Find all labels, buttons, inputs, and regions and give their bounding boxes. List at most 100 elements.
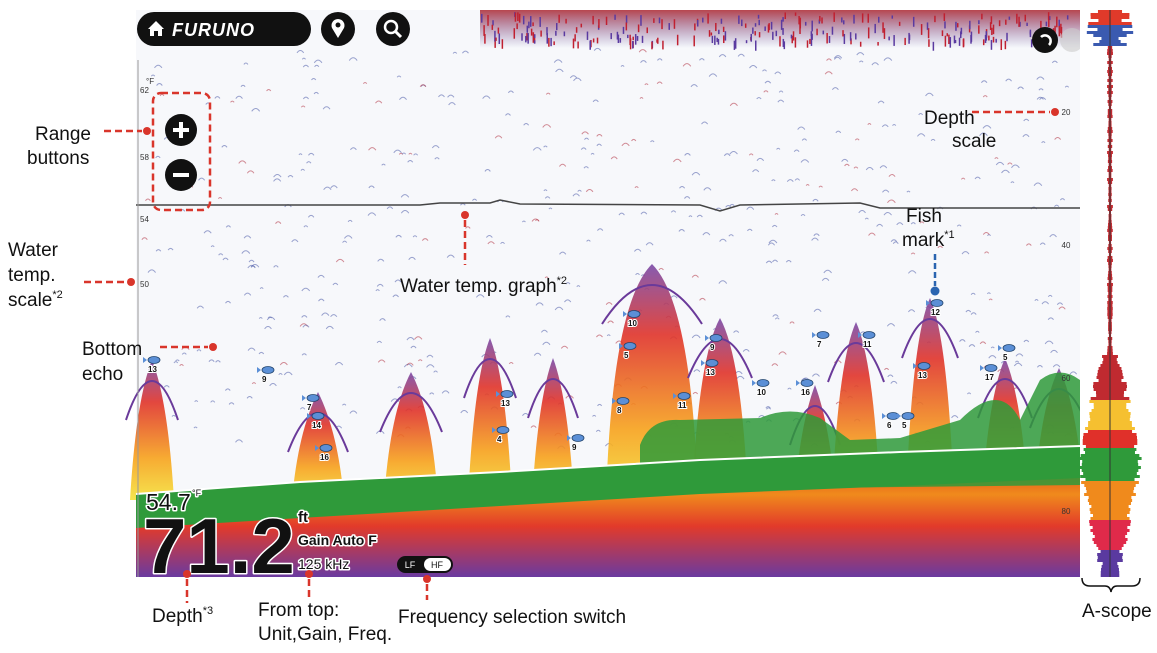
noise-speck [155,249,162,252]
noise-speck [569,75,578,79]
fish-tail [752,380,756,386]
callout-range: Range [35,124,91,145]
search-icon [383,19,399,35]
noise-speck [576,285,581,288]
noise-speck [173,361,179,364]
fish-icon [319,444,333,452]
fish-label: 12 [931,308,940,317]
noise-speck [1026,243,1032,246]
noise-speck [259,287,264,290]
temp-scale-label: 58 [140,153,149,162]
noise-speck [787,387,792,390]
noise-speck [300,105,306,108]
noise-speck [583,166,589,169]
noise-speck [967,392,972,395]
noise-speck [400,210,410,214]
noise-speck [645,242,654,246]
noise-speck [979,341,987,345]
noise-speck [692,391,699,395]
noise-speck [565,282,571,285]
noise-speck [868,232,876,236]
fish-icon [500,390,514,398]
noise-speck [145,198,151,201]
noise-speck [585,188,594,193]
noise-speck [882,189,890,193]
noise-speck [210,400,216,403]
callout-text: Water temp. graph [400,276,557,297]
noise-speck [1069,371,1078,375]
noise-speck [540,329,548,333]
noise-speck [429,392,435,395]
leader-dot [305,570,313,578]
undo-button[interactable] [1032,27,1058,53]
noise-speck [291,239,299,243]
noise-speck [586,239,591,242]
noise-speck [596,334,603,338]
noise-speck [301,353,307,356]
home-button[interactable] [137,12,311,46]
footnote-mark: *3 [203,605,213,617]
noise-speck [813,233,820,237]
noise-speck [500,241,505,245]
noise-speck [535,302,544,306]
noise-speck [433,370,438,373]
noise-speck [718,54,727,58]
noise-speck [982,95,988,98]
noise-speck [246,396,253,399]
noise-speck [302,64,309,68]
noise-speck [196,349,202,352]
leader-dot [1051,108,1059,116]
search-button[interactable] [376,12,410,46]
toggle-knob[interactable] [1060,28,1084,52]
fish-icon [816,331,830,339]
leader-dot [127,278,135,286]
noise-speck [1005,78,1012,82]
noise-speck [247,347,256,351]
noise-speck [362,82,368,85]
noise-speck [215,360,221,363]
noise-speck [548,207,553,210]
fish-icon [709,334,723,342]
noise-speck [592,99,599,103]
callout-temp-graph: Water temp. graph*2 [400,275,567,297]
noise-speck [376,283,384,287]
noise-speck [961,251,970,255]
noise-speck [657,58,663,61]
temp-unit: °F [192,488,202,498]
callout-text: scale [8,290,52,311]
noise-speck [765,406,771,409]
noise-speck [596,143,602,147]
noise-speck [733,330,740,333]
noise-speck [301,57,306,60]
noise-speck [163,385,170,388]
noise-speck [394,279,402,283]
noise-speck [235,439,243,443]
noise-speck [595,429,601,432]
noise-speck [243,235,252,239]
noise-speck [171,414,176,417]
noise-speck [434,157,440,160]
noise-speck [835,130,842,134]
noise-speck [1054,204,1060,207]
noise-speck [241,250,251,254]
noise-speck [960,177,966,180]
noise-speck [175,359,180,362]
leader-dot [143,127,151,135]
noise-speck [472,198,478,201]
noise-speck [640,211,648,215]
noise-speck [376,340,382,344]
fish-label: 13 [148,365,157,374]
noise-speck [818,185,823,188]
noise-speck [303,225,309,228]
noise-speck [684,152,691,156]
noise-speck [408,152,413,155]
noise-speck [243,62,249,65]
noise-speck [193,426,198,429]
noise-speck [748,153,754,156]
fish-icon [862,331,876,339]
noise-speck [543,189,548,192]
noise-speck [765,260,773,264]
noise-speck [521,220,526,223]
noise-speck [350,147,357,151]
